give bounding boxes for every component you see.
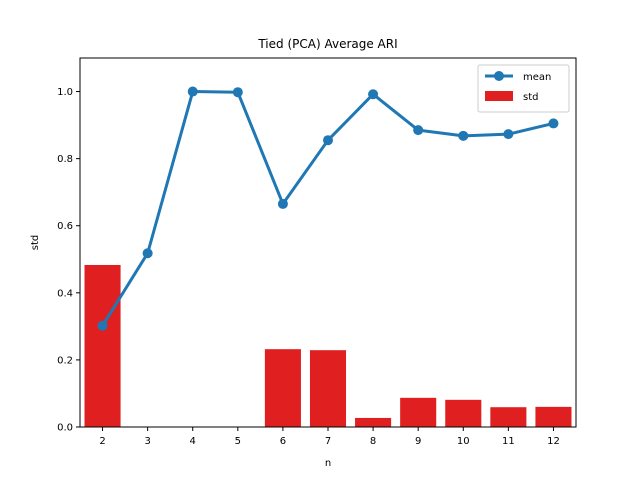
x-tick-label-6: 6	[280, 436, 286, 447]
y-tick-label-0.0: 0.0	[57, 423, 73, 434]
y-axis: 0.0 0.2 0.4 0.6 0.8 1.0	[57, 87, 80, 434]
mean-point-7	[323, 135, 333, 146]
legend-mean-label: mean	[523, 72, 551, 83]
x-tick-label-7: 7	[325, 436, 331, 447]
legend-std-swatch	[485, 91, 513, 101]
x-tick-label-9: 9	[415, 436, 421, 447]
std-bar-11	[490, 407, 527, 427]
y-tick-label-0.6: 0.6	[57, 221, 73, 232]
mean-point-12	[548, 118, 559, 129]
chart-title: Tied (PCA) Average ARI	[257, 37, 397, 51]
mean-point-10	[458, 130, 469, 141]
mean-line-layer	[97, 86, 559, 331]
legend-std-label: std	[523, 92, 538, 103]
x-tick-label-12: 12	[547, 436, 560, 447]
mean-point-11	[503, 129, 514, 140]
legend: mean std	[477, 64, 570, 113]
std-bar-7	[309, 350, 347, 427]
mean-point-5	[232, 87, 243, 98]
y-tick-label-0.4: 0.4	[57, 288, 73, 299]
y-axis-title: std	[30, 235, 41, 250]
std-bar-8	[355, 417, 392, 427]
x-tick-label-8: 8	[370, 436, 376, 447]
mean-point-4	[187, 86, 198, 97]
y-tick-label-0.2: 0.2	[57, 355, 73, 366]
x-tick-label-10: 10	[457, 436, 470, 447]
y-tick-label-0.8: 0.8	[57, 154, 73, 165]
x-axis: 2 3 4 5 6 7 8 9 10 11 12	[99, 427, 560, 447]
x-tick-label-4: 4	[190, 436, 196, 447]
x-tick-label-3: 3	[144, 436, 150, 447]
x-tick-label-2: 2	[99, 436, 105, 447]
x-tick-label-5: 5	[235, 436, 241, 447]
mean-point-6	[277, 198, 288, 209]
y-tick-label-1.0: 1.0	[57, 87, 73, 98]
std-bar-10	[445, 399, 482, 427]
std-bars	[84, 264, 572, 427]
legend-mean-swatch-marker	[494, 71, 504, 81]
mean-point-8	[368, 89, 379, 100]
mean-point-9	[413, 125, 424, 136]
x-axis-title: n	[325, 458, 331, 469]
std-bar-2	[84, 264, 121, 427]
std-bar-12	[535, 406, 572, 427]
std-bar-6	[264, 349, 301, 427]
x-tick-label-11: 11	[502, 436, 515, 447]
mean-point-2	[97, 320, 108, 331]
mean-point-3	[142, 248, 153, 259]
std-bar-9	[400, 397, 437, 427]
